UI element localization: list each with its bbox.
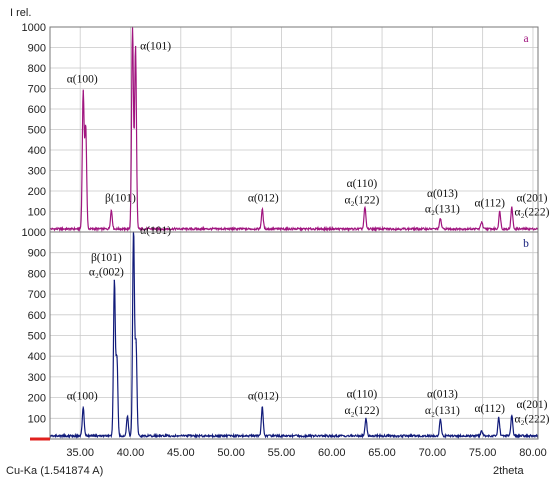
peak-annotation: α₂(222) — [514, 207, 549, 219]
y-tick-label: 400 — [28, 351, 46, 363]
panel-label-a: a — [523, 33, 528, 45]
y-tick-label: 300 — [28, 166, 46, 178]
peak-annotation: α(112) — [474, 197, 505, 209]
peak-marker — [439, 418, 441, 420]
peak-marker — [85, 125, 87, 128]
pattern-b-line — [49, 231, 539, 440]
y-tick-label: 200 — [28, 186, 46, 198]
y-tick-label: 300 — [28, 372, 46, 384]
peak-annotation: α₂(222) — [514, 413, 549, 425]
x-tick-label: 60.00 — [318, 447, 346, 459]
peak-marker — [439, 218, 441, 220]
panel-frame — [49, 231, 539, 440]
y-tick-label: 1000 — [22, 22, 46, 34]
peak-marker — [135, 342, 137, 344]
y-tick-label: 100 — [28, 413, 46, 425]
peak-annotation: α(101) — [140, 225, 171, 237]
pattern-a-line — [49, 26, 539, 233]
peak-marker — [126, 415, 129, 417]
peak-marker — [481, 430, 483, 432]
x-tick-label: 80.00 — [519, 447, 547, 459]
peak-marker — [113, 280, 115, 282]
peak-annotation: α(012) — [248, 192, 279, 204]
peak-annotation: α₂(131) — [425, 204, 460, 216]
x-tick-label: 75.00 — [469, 447, 497, 459]
x-tick-label: 45.00 — [167, 447, 195, 459]
peak-marker — [481, 221, 483, 223]
y-tick-label: 700 — [28, 289, 46, 301]
radiation-label: Cu-Ka (1.541874 A) — [6, 465, 103, 477]
peak-marker — [82, 90, 84, 93]
peak-marker — [511, 206, 513, 208]
x-axis-label: 2theta — [493, 465, 524, 477]
y-tick-label: 800 — [28, 63, 46, 75]
y-tick-label: 400 — [28, 145, 46, 157]
peak-annotation: α(201) — [516, 192, 547, 204]
peak-annotation: α₂(122) — [344, 194, 379, 206]
peak-annotation: α(012) — [248, 391, 279, 403]
peak-annotation: α(112) — [474, 403, 505, 415]
peak-marker — [511, 414, 513, 416]
peak-marker — [110, 209, 112, 212]
peak-annotation: α(100) — [67, 73, 98, 85]
x-tick-label: 55.00 — [268, 447, 296, 459]
peak-annotation: α(201) — [516, 399, 547, 411]
peak-annotation: α₂(002) — [89, 266, 124, 278]
peak-marker — [134, 45, 137, 48]
y-tick-label: 200 — [28, 393, 46, 405]
panel-a: 100 200 300 400 500 600 700 800 900 1000 α(100) β(1… — [22, 22, 550, 233]
x-tick-label: 65.00 — [368, 447, 396, 459]
peak-marker — [116, 356, 118, 358]
peak-annotation: α₂(122) — [344, 405, 379, 417]
x-tick-label: 35.00 — [66, 447, 94, 459]
y-tick-label: 900 — [28, 248, 46, 260]
peak-annotation: α(110) — [347, 178, 378, 190]
peak-annotation: α(013) — [427, 188, 458, 200]
x-tick-label: 40.00 — [117, 447, 145, 459]
x-tick-label: 50.00 — [217, 447, 245, 459]
peak-annotation: α(101) — [140, 41, 171, 53]
peak-marker — [498, 416, 500, 418]
peak-marker — [261, 406, 263, 408]
peak-annotation: α₂(131) — [425, 405, 460, 417]
y-axis-label: I rel. — [10, 7, 31, 19]
peak-marker — [365, 417, 367, 419]
y-tick-label: 600 — [28, 104, 46, 116]
peak-marker — [364, 206, 366, 208]
peak-annotation: β(101) — [105, 192, 136, 204]
y-tick-label: 500 — [28, 331, 46, 343]
y-tick-label: 700 — [28, 84, 46, 96]
peak-marker — [82, 406, 84, 408]
y-tick-label: 800 — [28, 268, 46, 280]
y-tick-label: 1000 — [22, 227, 46, 239]
peak-annotation: α(100) — [67, 391, 98, 403]
y-tick-label: 100 — [28, 207, 46, 219]
y-tick-label: 600 — [28, 310, 46, 322]
plot-layer: 100 200 300 400 500 600 700 800 900 1000 α(100) β(1… — [22, 22, 550, 459]
peak-annotation: α(013) — [427, 389, 458, 401]
peak-marker — [261, 208, 263, 211]
y-tick-label: 500 — [28, 125, 46, 137]
panel-b: 100 200 300 400 500 600 700 800 900 1000 α(100) β(1… — [22, 225, 550, 440]
peak-annotation: β(101) — [91, 252, 122, 264]
peak-annotation: α(110) — [347, 389, 378, 401]
panel-label-b: b — [523, 238, 529, 250]
peak-marker — [499, 210, 501, 213]
x-tick-label: 70.00 — [419, 447, 447, 459]
y-tick-label: 900 — [28, 43, 46, 55]
